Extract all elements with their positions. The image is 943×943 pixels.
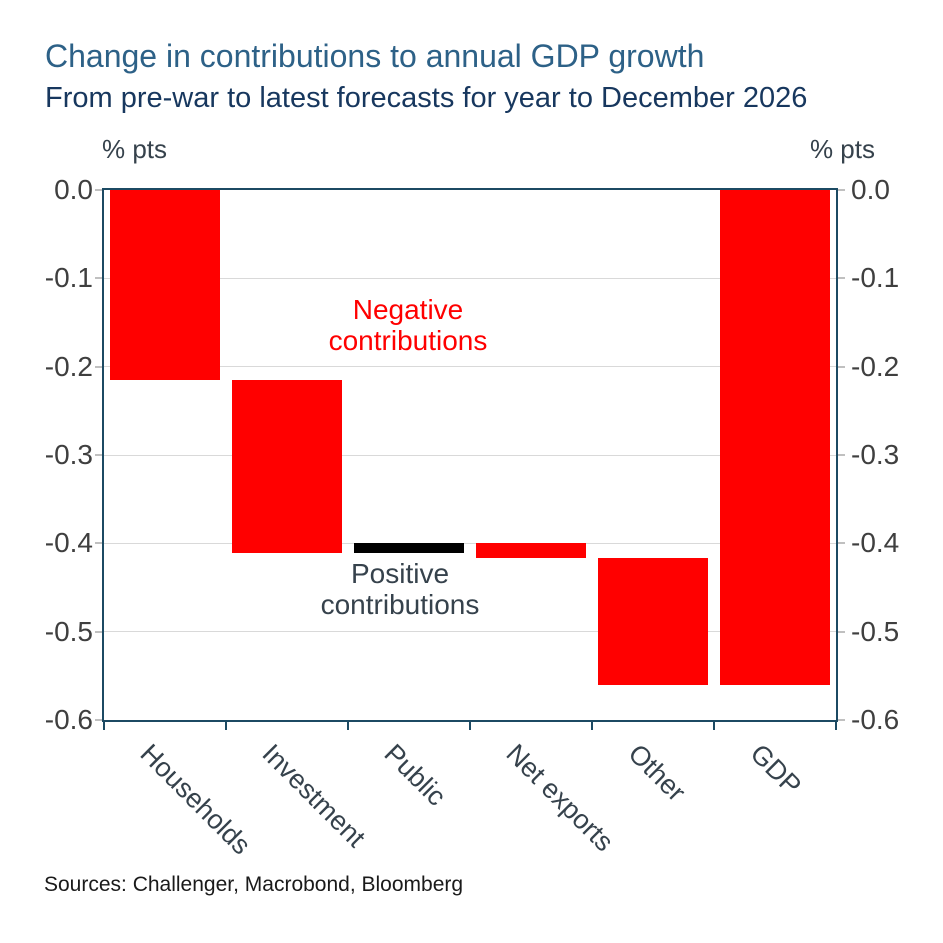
bar-households	[110, 190, 220, 380]
y-tick-label-left: -0.5	[44, 615, 93, 647]
x-tick-mark	[591, 721, 593, 730]
y-tick-label-right: -0.4	[851, 527, 900, 559]
y-axis-unit-left: % pts	[102, 134, 168, 164]
x-tick-mark	[713, 721, 715, 730]
y-tick-mark-right	[836, 630, 845, 633]
y-tick-mark-right	[836, 719, 845, 721]
category-label-other: Other	[622, 738, 692, 808]
bar-investment	[232, 379, 342, 554]
annotation-negative-line2: contributions	[328, 325, 488, 356]
y-tick-label-left: -0.2	[44, 350, 93, 382]
y-tick-label-right: -0.1	[851, 262, 900, 294]
x-tick-mark	[347, 721, 349, 730]
annotation-positive-contributions: Positive contributions	[240, 558, 560, 620]
y-tick-label-left: -0.3	[44, 439, 93, 470]
y-tick-mark-left	[95, 542, 104, 545]
y-tick-mark-left	[95, 365, 104, 368]
y-tick-mark-right	[836, 454, 845, 456]
x-tick-mark	[835, 721, 837, 730]
gridline	[104, 542, 836, 544]
bar-other	[598, 558, 708, 685]
annotation-positive-line2: contributions	[320, 589, 480, 620]
page-title: Change in contributions to annual GDP gr…	[45, 38, 705, 74]
category-label-gdp: GDP	[744, 738, 808, 801]
bar-gdp	[720, 190, 830, 685]
y-tick-label-right: 0.0	[851, 174, 890, 205]
annotation-positive-line1: Positive	[350, 558, 450, 589]
y-tick-label-left: -0.1	[44, 262, 93, 294]
y-tick-mark-left	[95, 719, 104, 721]
page-subtitle: From pre-war to latest forecasts for yea…	[45, 82, 808, 114]
y-tick-label-right: -0.6	[851, 704, 900, 735]
category-label-investment: Investment	[256, 738, 372, 853]
y-tick-mark-left	[95, 189, 104, 191]
y-tick-mark-right	[836, 542, 845, 545]
y-tick-mark-right	[836, 365, 845, 368]
y-tick-mark-right	[836, 189, 845, 191]
y-tick-mark-left	[95, 277, 104, 280]
x-tick-mark	[469, 721, 471, 730]
gridline	[104, 277, 836, 279]
sources-line: Sources: Challenger, Macrobond, Bloomber…	[44, 873, 464, 896]
gridline	[104, 631, 836, 633]
y-tick-label-right: -0.5	[851, 615, 900, 647]
annotation-negative-line1: Negative	[352, 294, 464, 325]
y-tick-mark-right	[836, 277, 845, 280]
annotation-negative-contributions: Negative contributions	[248, 294, 568, 356]
bar-net-exports	[476, 543, 586, 559]
y-tick-mark-left	[95, 454, 104, 456]
category-label-households: Households	[134, 738, 257, 861]
x-tick-mark	[103, 721, 105, 730]
bar-public	[354, 543, 464, 554]
y-tick-label-left: 0.0	[54, 174, 93, 205]
gridline	[104, 454, 836, 456]
category-label-net-exports: Net exports	[500, 738, 620, 858]
gridline	[104, 366, 836, 368]
x-tick-mark	[225, 721, 227, 730]
y-tick-label-left: -0.6	[44, 704, 93, 735]
y-tick-label-right: -0.2	[851, 350, 900, 382]
y-tick-label-right: -0.3	[851, 439, 900, 470]
y-tick-label-left: -0.4	[44, 527, 93, 559]
category-label-public: Public	[378, 738, 452, 812]
y-axis-unit-right: % pts	[809, 134, 875, 164]
y-tick-mark-left	[95, 630, 104, 633]
